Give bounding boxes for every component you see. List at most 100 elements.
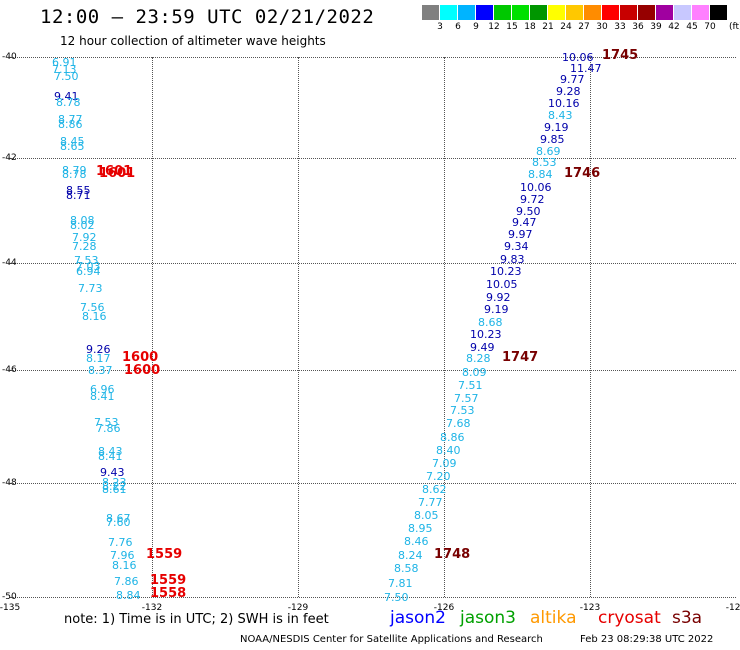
- wave-height-value: 7.51: [458, 379, 483, 392]
- wave-height-value: 7.50: [54, 70, 79, 83]
- satellite-legend-item: jason2: [390, 608, 446, 628]
- wave-height-value: 10.06: [520, 181, 552, 194]
- wave-height-value: 7.86: [114, 575, 139, 588]
- colorbar-swatch: [494, 5, 511, 20]
- colorbar-swatch: [674, 5, 691, 20]
- wave-height-value: 9.50: [516, 205, 541, 218]
- credit-text: NOAA/NESDIS Center for Satellite Applica…: [240, 634, 543, 645]
- colorbar-tick-label: 3: [437, 22, 443, 32]
- grid-parallel: [10, 483, 736, 484]
- wave-height-value: 8.22: [102, 480, 127, 493]
- wave-height-value: 8.86: [440, 431, 465, 444]
- page-title: 12:00 – 23:59 UTC 02/21/2022: [40, 6, 375, 28]
- wave-height-value: 7.13: [52, 63, 77, 76]
- colorbar-swatch: [584, 5, 601, 20]
- wave-height-value: 9.26: [86, 343, 111, 356]
- wave-height-value: 9.85: [540, 133, 565, 146]
- wave-height-value: 8.37: [88, 364, 113, 377]
- wave-height-value: 9.83: [500, 253, 525, 266]
- colorbar-tick-label: 45: [686, 22, 698, 32]
- wave-height-value: 9.49: [470, 341, 495, 354]
- wave-height-value: 7.20: [426, 470, 451, 483]
- wave-height-value: 10.23: [490, 265, 522, 278]
- colorbar-tick-label: 24: [560, 22, 572, 32]
- colorbar-swatch: [656, 5, 673, 20]
- wave-height-value: 8.08: [70, 214, 95, 227]
- colorbar-swatch: [710, 5, 727, 20]
- colorbar-tick-label: 12: [488, 22, 500, 32]
- wave-height-value: 9.41: [54, 90, 79, 103]
- wave-height-value: 8.71: [66, 189, 91, 202]
- wave-height-value: 8.69: [536, 145, 561, 158]
- wave-height-value: 7.50: [384, 591, 409, 604]
- wave-height-value: 8.84: [116, 589, 141, 602]
- longitude-label: -123: [579, 603, 601, 613]
- wave-height-value: 8.67: [106, 512, 131, 525]
- wave-height-value: 8.23: [102, 476, 127, 489]
- wave-height-value: 8.65: [60, 140, 85, 153]
- wave-height-value: 6.91: [52, 56, 77, 69]
- wave-height-value: 8.17: [86, 352, 111, 365]
- wave-height-value: 8.45: [60, 135, 85, 148]
- colorbar-tick-label: 21: [542, 22, 554, 32]
- grid-meridian: [152, 57, 153, 597]
- colorbar-swatch: [620, 5, 637, 20]
- wave-height-value: 7.56: [80, 301, 105, 314]
- latitude-label: -50: [2, 592, 17, 602]
- wave-height-value: 8.95: [408, 522, 433, 535]
- wave-height-value: 8.78: [62, 168, 87, 181]
- satellite-legend-item: cryosat: [598, 608, 661, 628]
- wave-height-value: 8.16: [112, 559, 137, 572]
- colorbar-swatch: [512, 5, 529, 20]
- grid-parallel: [10, 263, 736, 264]
- wave-height-value: 10.06: [562, 51, 594, 64]
- wave-height-value: 7.76: [108, 536, 133, 549]
- wave-height-value: 8.43: [548, 109, 573, 122]
- grid-meridian: [444, 57, 445, 597]
- satellite-legend-item: s3a: [672, 608, 703, 628]
- wave-height-value: 8.77: [58, 113, 83, 126]
- wave-height-value: 8.40: [436, 444, 461, 457]
- wave-height-value: 8.28: [466, 352, 491, 365]
- wave-height-value: 11.47: [570, 62, 602, 75]
- wave-height-value: 8.41: [90, 390, 115, 403]
- pass-time-label: 1746: [564, 166, 601, 181]
- colorbar-tick-label: 9: [473, 22, 479, 32]
- wave-height-value: 9.47: [512, 216, 537, 229]
- wave-height-value: 7.57: [454, 392, 479, 405]
- wave-height-value: 8.43: [98, 445, 123, 458]
- wave-height-value: 8.61: [102, 483, 127, 496]
- colorbar-swatch: [458, 5, 475, 20]
- grid-parallel: [10, 370, 736, 371]
- colorbar-swatch: [422, 5, 439, 20]
- wave-height-value: 8.46: [404, 535, 429, 548]
- longitude-label: -129: [287, 603, 309, 613]
- pass-time-label: 1559: [146, 547, 183, 562]
- longitude-label: -120: [725, 603, 740, 613]
- wave-height-value: 10.23: [470, 328, 502, 341]
- grid-parallel: [10, 597, 736, 598]
- colorbar-tick-label: 36: [632, 22, 644, 32]
- colorbar-swatch: [440, 5, 457, 20]
- wave-height-value: 7.96: [110, 549, 135, 562]
- wave-height-value: 7.92: [72, 231, 97, 244]
- wave-height-value: 9.28: [556, 85, 581, 98]
- colorbar-tick-label: 18: [524, 22, 536, 32]
- footer-note: note: 1) Time is in UTC; 2) SWH is in fe…: [64, 612, 329, 627]
- wave-height-value: 6.96: [90, 383, 115, 396]
- wave-height-value: 9.19: [544, 121, 569, 134]
- wave-height-value: 8.02: [70, 219, 95, 232]
- generated-timestamp: Feb 23 08:29:38 UTC 2022: [580, 634, 714, 645]
- wave-height-value: 7.28: [72, 240, 97, 253]
- satellite-legend-item: altika: [530, 608, 577, 628]
- latitude-label: -40: [2, 52, 17, 62]
- wave-height-value: 8.24: [398, 549, 423, 562]
- longitude-label: -135: [0, 603, 21, 613]
- wave-height-value: 7.81: [388, 577, 413, 590]
- wave-height-value: 8.86: [58, 118, 83, 131]
- wave-height-value: 7.53: [94, 416, 119, 429]
- colorbar-tick-label: 42: [668, 22, 680, 32]
- pass-time-label: 1600: [124, 363, 161, 378]
- colorbar-tick-label: 70: [704, 22, 716, 32]
- colorbar-swatch: [692, 5, 709, 20]
